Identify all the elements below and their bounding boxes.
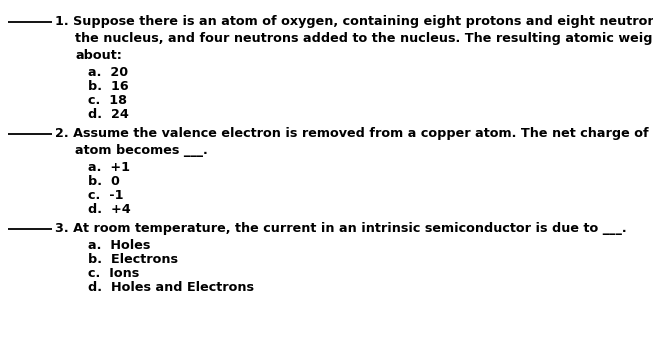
Text: b.  0: b. 0 [88, 175, 120, 188]
Text: d.  24: d. 24 [88, 108, 129, 121]
Text: atom becomes ___.: atom becomes ___. [75, 144, 208, 157]
Text: a.  20: a. 20 [88, 66, 128, 79]
Text: b.  16: b. 16 [88, 80, 129, 93]
Text: d.  +4: d. +4 [88, 203, 131, 216]
Text: 3. At room temperature, the current in an intrinsic semiconductor is due to ___.: 3. At room temperature, the current in a… [55, 222, 627, 235]
Text: c.  -1: c. -1 [88, 189, 123, 202]
Text: 2. Assume the valence electron is removed from a copper atom. The net charge of : 2. Assume the valence electron is remove… [55, 127, 653, 140]
Text: a.  +1: a. +1 [88, 161, 130, 174]
Text: b.  Electrons: b. Electrons [88, 253, 178, 266]
Text: the nucleus, and four neutrons added to the nucleus. The resulting atomic weight: the nucleus, and four neutrons added to … [75, 32, 653, 45]
Text: d.  Holes and Electrons: d. Holes and Electrons [88, 281, 254, 294]
Text: c.  Ions: c. Ions [88, 267, 139, 280]
Text: about:: about: [75, 49, 122, 62]
Text: c.  18: c. 18 [88, 94, 127, 107]
Text: 1. Suppose there is an atom of oxygen, containing eight protons and eight neutro: 1. Suppose there is an atom of oxygen, c… [55, 15, 653, 28]
Text: a.  Holes: a. Holes [88, 239, 150, 252]
